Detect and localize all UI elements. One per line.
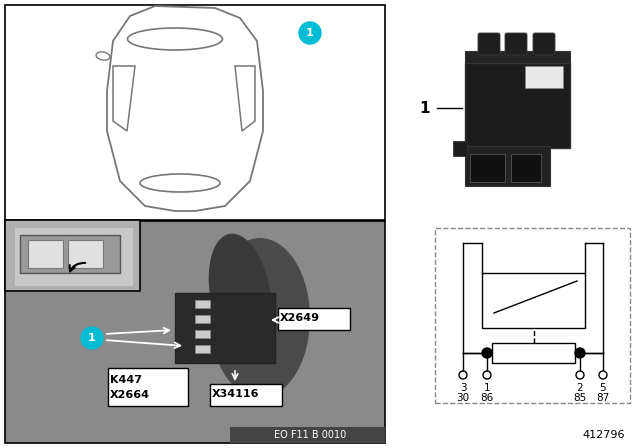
Bar (28, 240, 63, 268)
Circle shape (599, 371, 607, 379)
Circle shape (299, 22, 321, 44)
Text: 2: 2 (577, 383, 583, 393)
Circle shape (483, 371, 491, 379)
Bar (5, 221, 385, 443)
Text: 86: 86 (481, 393, 493, 403)
Bar (15, 228, 133, 286)
Bar (5, 220, 140, 291)
Circle shape (81, 327, 103, 349)
Bar (470, 154, 505, 182)
Bar (68, 240, 103, 268)
Bar (278, 308, 350, 330)
Bar (492, 343, 575, 363)
Bar (435, 228, 630, 403)
Bar (20, 235, 120, 273)
Circle shape (459, 371, 467, 379)
Bar (195, 345, 210, 353)
Circle shape (575, 348, 585, 358)
Text: 5: 5 (600, 383, 606, 393)
Bar (525, 66, 563, 88)
Text: EO F11 B 0010: EO F11 B 0010 (274, 430, 346, 440)
FancyBboxPatch shape (478, 33, 500, 55)
Text: 1: 1 (88, 333, 96, 343)
Text: 87: 87 (596, 393, 610, 403)
Text: 85: 85 (573, 393, 587, 403)
Circle shape (482, 348, 492, 358)
FancyBboxPatch shape (505, 33, 527, 55)
Text: 412796: 412796 (582, 430, 625, 440)
Text: 3: 3 (460, 383, 467, 393)
Text: K447: K447 (110, 375, 142, 385)
Bar (5, 5, 385, 220)
Bar (195, 315, 210, 323)
Text: 1: 1 (306, 28, 314, 38)
FancyBboxPatch shape (465, 63, 570, 148)
Bar (175, 293, 275, 363)
Text: 1: 1 (420, 100, 430, 116)
Bar (453, 141, 467, 156)
Text: 1: 1 (484, 383, 490, 393)
Text: X2664: X2664 (110, 390, 150, 400)
Bar (210, 384, 282, 406)
Bar (511, 154, 541, 182)
Circle shape (576, 371, 584, 379)
Bar (195, 330, 210, 338)
Bar (230, 427, 385, 443)
Bar (195, 300, 210, 308)
Text: X34116: X34116 (212, 389, 259, 399)
Bar (482, 273, 585, 328)
Text: 30: 30 (456, 393, 470, 403)
Bar (465, 146, 550, 186)
Bar (465, 51, 570, 63)
Bar (108, 368, 188, 406)
FancyBboxPatch shape (533, 33, 555, 55)
Ellipse shape (209, 234, 271, 352)
Text: X2649: X2649 (280, 313, 320, 323)
Ellipse shape (210, 238, 310, 398)
